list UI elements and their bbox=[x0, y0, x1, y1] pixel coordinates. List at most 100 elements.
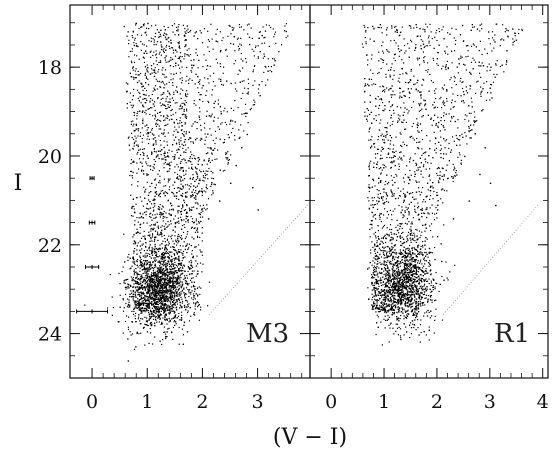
data-point bbox=[141, 261, 143, 263]
data-point bbox=[157, 309, 160, 311]
data-point bbox=[159, 279, 161, 281]
data-point bbox=[187, 31, 189, 33]
data-point bbox=[197, 236, 199, 239]
data-point bbox=[159, 309, 161, 311]
data-point bbox=[190, 161, 192, 163]
data-point bbox=[151, 254, 154, 256]
data-point bbox=[198, 319, 200, 321]
data-point bbox=[168, 305, 170, 307]
data-point bbox=[180, 317, 183, 319]
data-point bbox=[162, 97, 164, 99]
data-point bbox=[159, 111, 161, 114]
data-point bbox=[138, 305, 140, 307]
data-point bbox=[147, 133, 150, 135]
data-point bbox=[167, 296, 169, 298]
data-point bbox=[149, 295, 151, 297]
data-point bbox=[257, 209, 259, 211]
data-point bbox=[154, 298, 156, 300]
data-point bbox=[195, 186, 197, 188]
data-point bbox=[220, 123, 222, 125]
data-point bbox=[136, 281, 138, 283]
data-point bbox=[170, 238, 173, 240]
data-point bbox=[147, 132, 149, 134]
data-point bbox=[157, 290, 159, 292]
data-point bbox=[177, 242, 179, 244]
data-point bbox=[184, 139, 186, 141]
data-point bbox=[125, 286, 127, 288]
data-point bbox=[191, 157, 193, 160]
data-point bbox=[180, 154, 182, 156]
data-point bbox=[178, 343, 180, 345]
data-point bbox=[167, 274, 169, 276]
data-point bbox=[251, 37, 253, 39]
data-point bbox=[126, 305, 128, 307]
data-point bbox=[186, 191, 188, 193]
data-point bbox=[158, 321, 160, 323]
data-point bbox=[131, 35, 133, 37]
data-point bbox=[136, 332, 138, 334]
data-point bbox=[174, 270, 176, 272]
data-point bbox=[136, 144, 138, 146]
data-point bbox=[139, 267, 141, 269]
data-point bbox=[185, 173, 187, 175]
data-point bbox=[231, 26, 233, 29]
data-point bbox=[155, 313, 157, 315]
data-point bbox=[212, 48, 214, 50]
data-point bbox=[211, 152, 213, 154]
data-point bbox=[207, 305, 209, 307]
data-point bbox=[182, 257, 184, 259]
data-point bbox=[193, 103, 195, 105]
data-point bbox=[136, 115, 138, 117]
data-point bbox=[213, 102, 215, 105]
data-point bbox=[157, 275, 159, 277]
data-point bbox=[195, 139, 197, 141]
data-point bbox=[140, 291, 142, 293]
data-point bbox=[195, 104, 197, 106]
data-point bbox=[255, 45, 257, 47]
data-point bbox=[184, 39, 187, 41]
data-point bbox=[152, 115, 154, 117]
data-point bbox=[221, 39, 223, 42]
data-point bbox=[186, 90, 188, 92]
data-point bbox=[273, 64, 275, 66]
data-point bbox=[154, 263, 156, 265]
data-point bbox=[124, 320, 127, 323]
data-point bbox=[194, 290, 196, 292]
data-point bbox=[133, 44, 135, 47]
data-point bbox=[195, 52, 197, 54]
data-point bbox=[203, 207, 205, 209]
data-point bbox=[159, 248, 161, 250]
data-point bbox=[164, 298, 166, 300]
data-point bbox=[170, 272, 172, 275]
data-point bbox=[164, 308, 166, 310]
data-point bbox=[232, 43, 235, 45]
data-point bbox=[148, 296, 150, 298]
data-point bbox=[141, 141, 143, 143]
data-point bbox=[130, 123, 132, 125]
data-point bbox=[135, 77, 137, 79]
data-point bbox=[170, 271, 172, 273]
data-point bbox=[182, 250, 185, 253]
data-point bbox=[147, 208, 149, 210]
data-point bbox=[174, 316, 176, 318]
data-point bbox=[191, 256, 194, 258]
data-point bbox=[193, 64, 195, 66]
data-point bbox=[160, 54, 162, 56]
data-point bbox=[161, 69, 163, 71]
data-point bbox=[233, 36, 235, 38]
data-point bbox=[141, 312, 143, 314]
data-point bbox=[148, 199, 150, 201]
data-point bbox=[162, 216, 164, 218]
data-point bbox=[170, 301, 172, 303]
data-point bbox=[154, 290, 157, 292]
data-point bbox=[271, 71, 273, 73]
data-point bbox=[174, 277, 176, 279]
data-point bbox=[195, 275, 197, 277]
data-point bbox=[122, 299, 124, 301]
data-point bbox=[150, 56, 152, 58]
data-point bbox=[135, 305, 137, 307]
data-point bbox=[163, 167, 165, 169]
data-point bbox=[181, 210, 183, 212]
data-point bbox=[179, 237, 181, 239]
data-point bbox=[172, 288, 174, 290]
